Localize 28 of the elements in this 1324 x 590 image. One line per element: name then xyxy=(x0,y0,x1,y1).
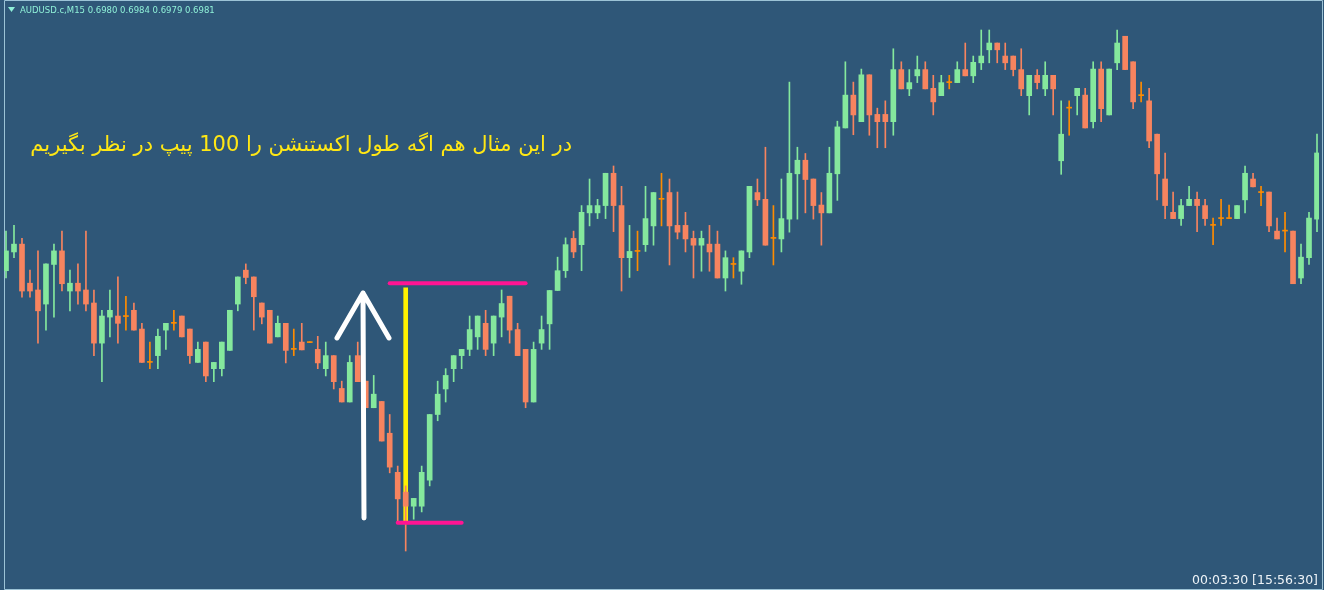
candlestick xyxy=(11,225,17,259)
candlestick xyxy=(107,289,113,338)
candlestick xyxy=(67,269,73,312)
chart-title: AUDUSD.c,M15 0.6980 0.6984 0.6979 0.6981 xyxy=(20,5,215,15)
candlestick xyxy=(962,42,969,77)
text: 00:03:30 [15:56:30] xyxy=(1191,572,1318,587)
candlestick xyxy=(163,322,169,350)
candlestick xyxy=(1226,204,1232,219)
candlestick xyxy=(986,29,993,64)
candlestick xyxy=(1218,199,1224,226)
annotation: در این مثال هم اگه طول اکستنشن را 100 پیپ در نظر بگیریم xyxy=(30,132,572,157)
candlestick xyxy=(1210,217,1216,245)
candlestick xyxy=(35,250,41,344)
candlestick xyxy=(1138,81,1144,103)
candlestick xyxy=(978,29,985,70)
candlestick xyxy=(946,75,953,90)
candlestick xyxy=(906,69,913,96)
candlestick xyxy=(171,309,177,331)
candlestick xyxy=(51,243,57,318)
candlestick xyxy=(1194,191,1200,232)
candlestick xyxy=(123,295,129,331)
candlestick xyxy=(115,276,121,344)
candlestick xyxy=(882,100,889,149)
candlestick xyxy=(147,341,153,369)
candlestick xyxy=(1258,185,1264,206)
candlestick xyxy=(290,328,297,356)
candlestick xyxy=(83,230,89,312)
candlestick xyxy=(75,263,81,305)
